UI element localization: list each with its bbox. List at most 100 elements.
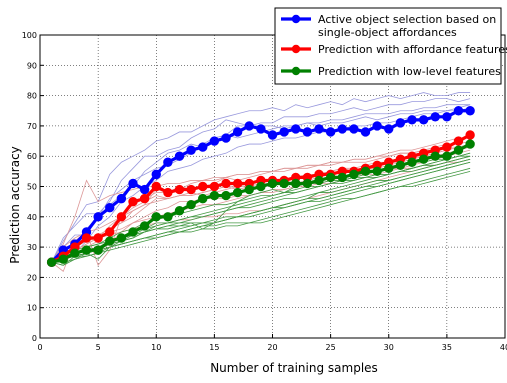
series-point	[372, 121, 382, 131]
series-point	[128, 227, 138, 237]
x-tick-label: 25	[326, 343, 336, 352]
series-point	[70, 248, 80, 258]
series-point	[395, 118, 406, 128]
series-point	[128, 178, 138, 189]
y-tick-label: 10	[27, 304, 37, 313]
series-point	[407, 115, 417, 125]
x-tick-label: 20	[267, 343, 277, 352]
series-point	[349, 124, 359, 134]
series-point	[198, 142, 208, 152]
series-point	[430, 151, 440, 161]
series-point	[314, 124, 324, 134]
series-point	[337, 172, 347, 183]
series-point	[442, 112, 452, 122]
legend-label: single-object affordances	[318, 26, 457, 39]
series-point	[93, 245, 103, 255]
series-point	[279, 178, 289, 189]
y-tick-label: 20	[27, 273, 37, 282]
y-tick-label: 40	[27, 213, 37, 222]
y-tick-label: 0	[32, 334, 37, 343]
axis-ticks: 0 5 10 15 20 25 30 35 40 0 10 20 30 40 50 60 70 80 90 100	[22, 31, 507, 352]
series-point	[465, 139, 475, 149]
series-point	[116, 193, 127, 204]
series-point	[244, 184, 254, 195]
x-tick-label: 15	[209, 343, 219, 352]
series-point	[349, 169, 359, 180]
series-point	[279, 127, 289, 137]
series-point	[209, 136, 220, 146]
series-point	[163, 187, 173, 198]
series-point	[302, 178, 313, 189]
data-series	[46, 106, 475, 267]
y-tick-label: 60	[27, 152, 37, 161]
series-point	[128, 196, 138, 207]
series-point	[93, 233, 103, 243]
series-point	[442, 142, 452, 152]
series-point	[163, 212, 173, 222]
y-tick-label: 30	[27, 243, 37, 252]
series-point	[314, 175, 324, 186]
series-point	[360, 127, 371, 137]
series-point	[221, 190, 231, 201]
series-point	[291, 124, 301, 134]
series-point	[465, 130, 475, 140]
background-series-line	[51, 143, 471, 263]
series-point	[372, 166, 382, 177]
series-point	[442, 151, 452, 161]
series-point	[221, 178, 231, 189]
series-point	[186, 145, 196, 155]
series-point	[186, 184, 196, 195]
x-tick-label: 10	[151, 343, 161, 352]
x-tick-label: 5	[96, 343, 101, 352]
series-point	[418, 154, 429, 164]
x-tick-label: 35	[442, 343, 452, 352]
series-point	[302, 127, 313, 137]
legend-box	[274, 7, 502, 85]
series-point	[46, 257, 57, 267]
series-point	[139, 193, 150, 204]
series-point	[244, 121, 254, 131]
series-point	[163, 157, 173, 167]
series-point	[105, 203, 115, 213]
series-point	[291, 178, 301, 189]
series-point	[174, 184, 185, 195]
series-point	[81, 245, 92, 255]
background-series-line	[51, 167, 471, 263]
series-point	[186, 199, 196, 210]
series-point	[256, 124, 266, 134]
series-point	[453, 145, 464, 155]
series-point	[384, 124, 394, 134]
x-tick-label: 40	[500, 343, 507, 352]
series-point	[105, 236, 115, 246]
background-series-line	[51, 92, 471, 263]
y-tick-label: 70	[27, 122, 37, 131]
legend-label: Prediction with low-level features	[318, 65, 501, 78]
series-point	[337, 124, 347, 134]
series-point	[267, 178, 278, 189]
series-point	[209, 181, 220, 192]
legend-swatch-marker	[291, 44, 301, 54]
series-point	[198, 193, 208, 204]
series-point	[453, 136, 464, 146]
series-point	[256, 181, 266, 192]
series-point	[139, 221, 150, 231]
series-point	[93, 212, 103, 222]
series-point	[325, 172, 336, 183]
series-point	[453, 106, 464, 116]
legend-swatch-marker	[291, 66, 301, 76]
series-point	[360, 166, 371, 177]
y-tick-label: 90	[27, 61, 37, 70]
series-point	[384, 163, 394, 174]
legend-label: Active object selection based on	[318, 13, 496, 26]
series-point	[116, 212, 127, 222]
series-point	[174, 206, 185, 216]
series-point	[407, 157, 417, 167]
series-point	[430, 112, 440, 122]
y-axis-label: Prediction accuracy	[8, 146, 22, 264]
series-point	[267, 130, 278, 140]
series-point	[395, 160, 406, 170]
y-tick-label: 50	[27, 183, 37, 192]
series-point	[174, 151, 185, 161]
